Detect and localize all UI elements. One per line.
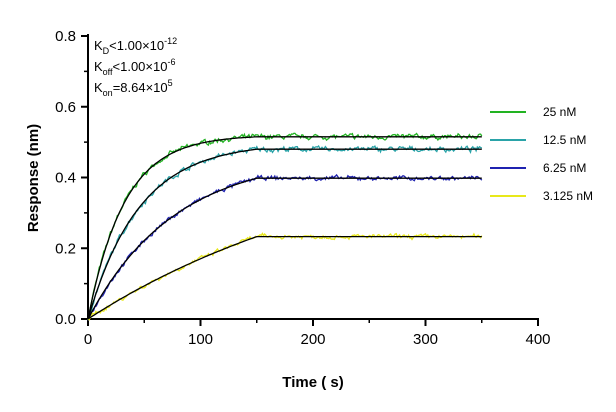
y-tick-label: 0.8: [55, 28, 76, 45]
x-axis-title: Time ( s): [282, 374, 343, 391]
fit-curve-1: [87, 148, 482, 320]
x-tick-label: 0: [84, 331, 92, 348]
kd-annotation: KD<1.00×10-12: [94, 36, 177, 56]
legend: 25 nM 12.5 nM 6.25 nM 3.125 nM: [490, 105, 593, 203]
y-tick-label: 0.4: [55, 170, 76, 187]
koff-annotation: Koff<1.00×10-6: [94, 57, 175, 77]
kinetics-annotations: KD<1.00×10-12 Koff<1.00×10-6 Kon=8.64×10…: [94, 36, 177, 98]
data-trace-2: [87, 173, 483, 321]
fit-curve-2: [87, 177, 482, 320]
y-tick-label: 0.2: [55, 240, 76, 257]
x-tick-label: 400: [525, 331, 550, 348]
y-tick-label: 0.0: [55, 311, 76, 328]
kon-annotation: Kon=8.64×105: [94, 78, 173, 98]
fit-curve-3: [87, 235, 482, 320]
legend-label-1: 12.5 nM: [543, 133, 586, 147]
y-axis-title: Response (nm): [25, 124, 42, 232]
legend-label-0: 25 nM: [543, 105, 576, 119]
x-tick-label: 300: [413, 331, 438, 348]
legend-label-2: 6.25 nM: [543, 161, 586, 175]
x-tick-label: 100: [188, 331, 213, 348]
fit-curve-0: [87, 136, 482, 320]
data-trace-0: [87, 132, 483, 320]
data-trace-3: [87, 232, 483, 321]
legend-label-3: 3.125 nM: [543, 189, 593, 203]
plot-area: 0.0 0.2 0.4 0.6 0.8 0 100 200 300 400: [55, 28, 550, 348]
x-tick-label: 200: [300, 331, 325, 348]
y-tick-label: 0.6: [55, 99, 76, 116]
